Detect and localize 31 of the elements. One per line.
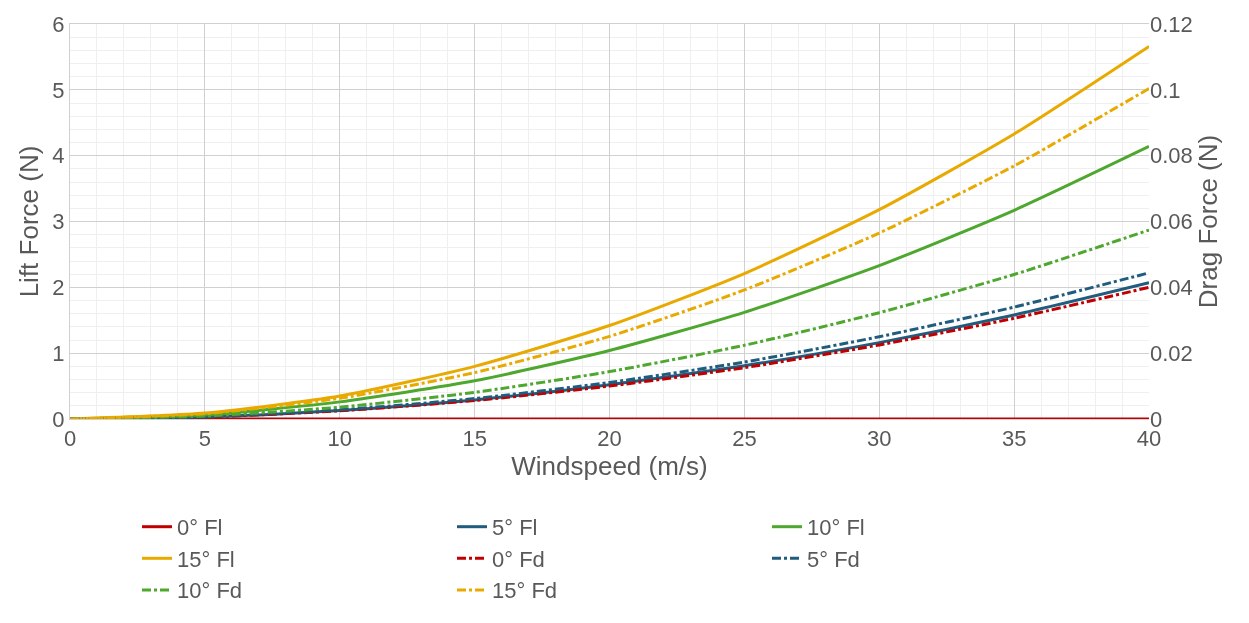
y-tick-label: 2 bbox=[52, 275, 65, 301]
y2-tick-label: 0.12 bbox=[1150, 11, 1193, 37]
y2-tick-label: 0.08 bbox=[1150, 143, 1193, 169]
x-tick-label: 30 bbox=[867, 426, 892, 452]
y-tick-label: 3 bbox=[52, 209, 65, 235]
y2-tick-label: 0.04 bbox=[1150, 275, 1193, 301]
y2-tick-label: 0.02 bbox=[1150, 340, 1193, 366]
y2-axis-title: Drag Force (N) bbox=[1192, 134, 1223, 309]
x-tick-label: 25 bbox=[732, 426, 757, 452]
x-tick-label: 20 bbox=[597, 426, 622, 452]
x-tick-label: 10 bbox=[327, 426, 352, 452]
x-axis-title: Windspeed (m/s) bbox=[511, 451, 708, 482]
y-tick-label: 4 bbox=[52, 143, 65, 169]
legend-label: 10° Fd bbox=[177, 578, 243, 604]
x-tick-label: 5 bbox=[198, 426, 212, 452]
y-axis-title: Lift Force (N) bbox=[13, 145, 44, 298]
legend-label: 15° Fd bbox=[492, 578, 558, 604]
y-tick-label: 5 bbox=[52, 77, 65, 103]
legend-label: 15° Fl bbox=[177, 546, 235, 572]
x-tick-label: 35 bbox=[1001, 426, 1027, 452]
y-tick-label: 6 bbox=[52, 11, 65, 37]
y-tick-label: 0 bbox=[52, 406, 65, 432]
legend-label: 5° Fl bbox=[492, 515, 538, 541]
y2-tick-label: 0.06 bbox=[1150, 209, 1193, 235]
legend-label: 5° Fd bbox=[807, 546, 860, 572]
legend-label: 10° Fl bbox=[807, 515, 865, 541]
y2-tick-label: 0.1 bbox=[1150, 77, 1181, 103]
y-tick-label: 1 bbox=[52, 340, 65, 366]
legend-label: 0° Fd bbox=[492, 546, 545, 572]
x-tick-label: 15 bbox=[462, 426, 487, 452]
legend-label: 0° Fl bbox=[177, 515, 223, 541]
